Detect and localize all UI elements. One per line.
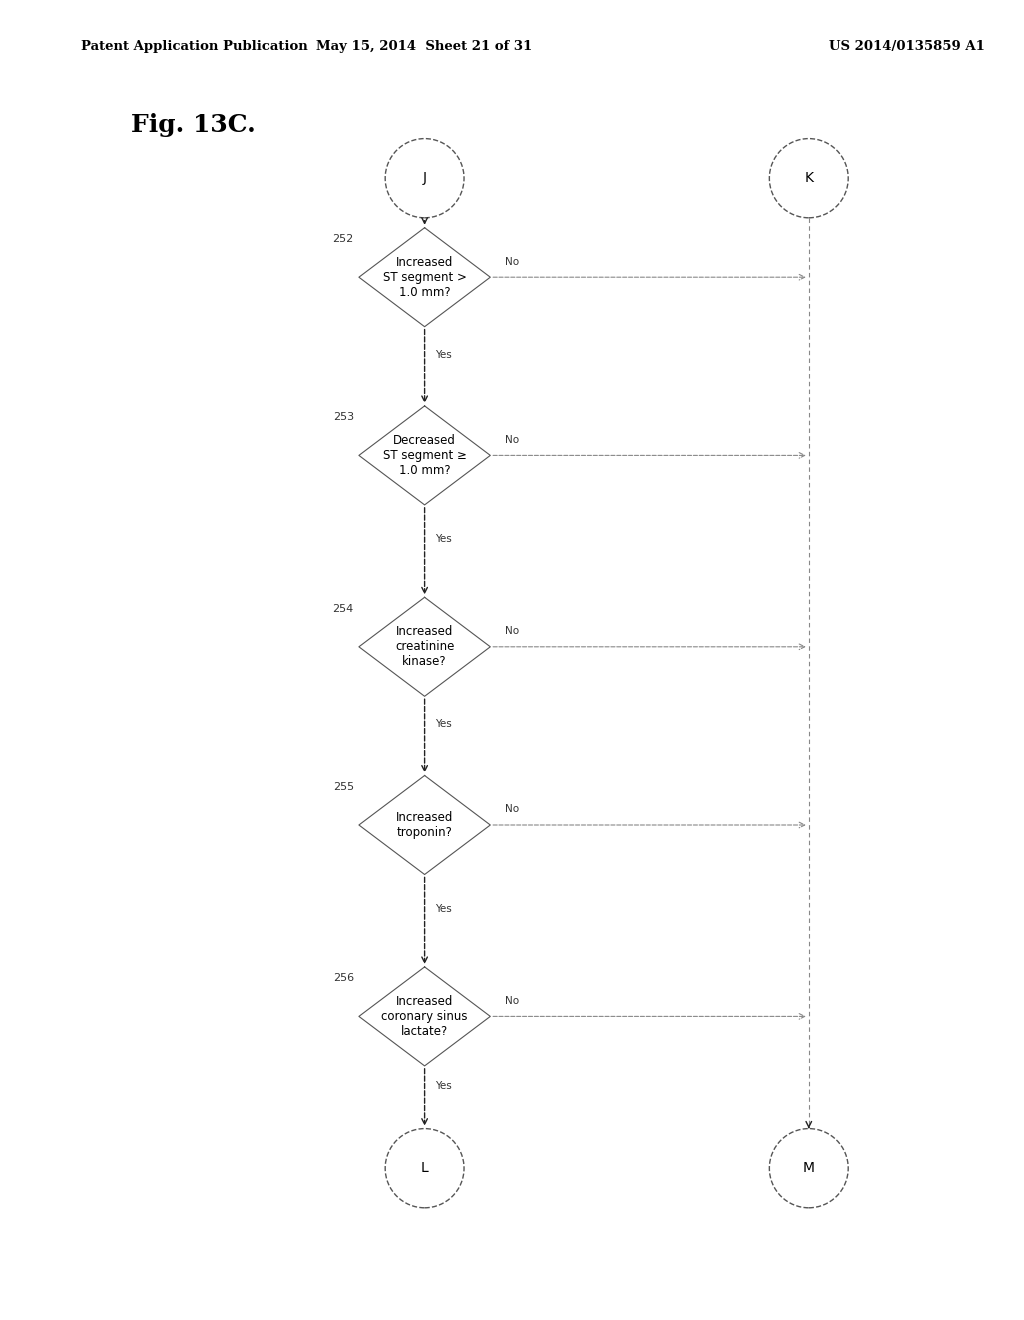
Ellipse shape <box>769 1129 848 1208</box>
Text: 252: 252 <box>333 234 354 244</box>
Text: Increased
ST segment >
1.0 mm?: Increased ST segment > 1.0 mm? <box>383 256 467 298</box>
Text: K: K <box>804 172 813 185</box>
Text: No: No <box>506 256 519 267</box>
Text: Decreased
ST segment ≥
1.0 mm?: Decreased ST segment ≥ 1.0 mm? <box>383 434 467 477</box>
Text: Yes: Yes <box>435 1081 452 1090</box>
Text: Patent Application Publication: Patent Application Publication <box>81 40 307 53</box>
Text: No: No <box>506 434 519 445</box>
Text: No: No <box>506 804 519 814</box>
Text: Yes: Yes <box>435 719 452 729</box>
Text: May 15, 2014  Sheet 21 of 31: May 15, 2014 Sheet 21 of 31 <box>316 40 532 53</box>
Text: 255: 255 <box>333 781 354 792</box>
Text: Yes: Yes <box>435 350 452 359</box>
Text: 256: 256 <box>333 973 354 983</box>
Ellipse shape <box>385 1129 464 1208</box>
Ellipse shape <box>769 139 848 218</box>
Text: L: L <box>421 1162 428 1175</box>
Text: Increased
creatinine
kinase?: Increased creatinine kinase? <box>395 626 455 668</box>
Text: Increased
troponin?: Increased troponin? <box>396 810 454 840</box>
Text: Yes: Yes <box>435 535 452 544</box>
Text: Fig. 13C.: Fig. 13C. <box>131 114 256 137</box>
Text: J: J <box>423 172 427 185</box>
Text: No: No <box>506 626 519 636</box>
Text: Increased
coronary sinus
lactate?: Increased coronary sinus lactate? <box>381 995 468 1038</box>
Text: US 2014/0135859 A1: US 2014/0135859 A1 <box>829 40 985 53</box>
Ellipse shape <box>385 139 464 218</box>
Text: 253: 253 <box>333 412 354 422</box>
Text: No: No <box>506 995 519 1006</box>
Text: Yes: Yes <box>435 904 452 913</box>
Text: 254: 254 <box>333 603 354 614</box>
Text: M: M <box>803 1162 815 1175</box>
